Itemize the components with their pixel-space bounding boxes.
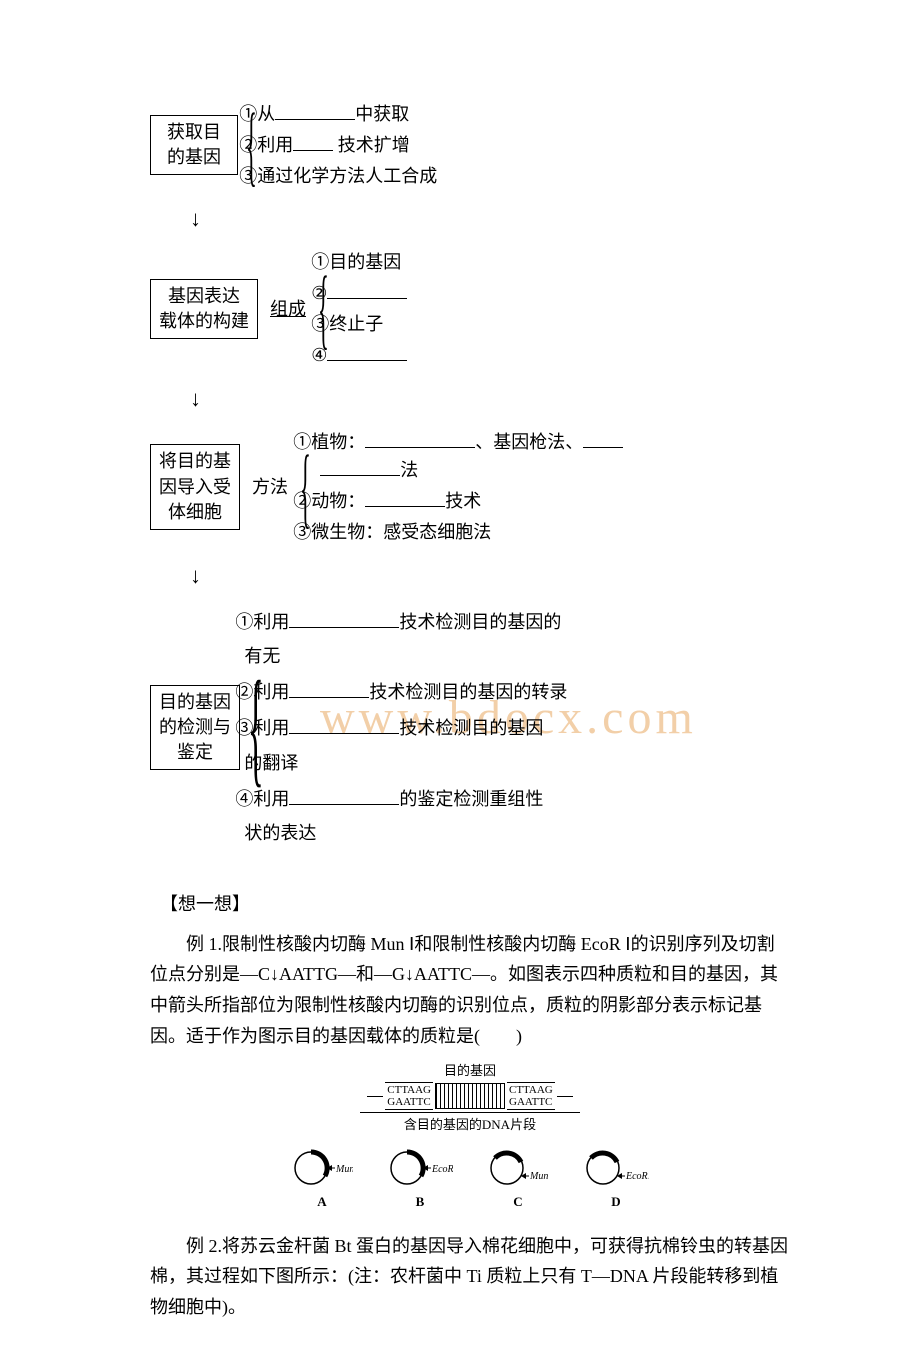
option-label: C [513,1192,522,1213]
option-label: A [317,1192,326,1213]
node-text: 获取目 [159,120,229,145]
plasmid-icon: EcoRⅠ [387,1148,453,1188]
node-text: 因导入受 [159,475,231,500]
fill-blank[interactable] [289,680,369,698]
item-1c: ③通过化学方法人工合成 [239,162,437,191]
svg-text:EcoRⅠ: EcoRⅠ [431,1164,453,1175]
flow-step-1: 获取目 的基因 { ①从中获取 ②利用 技术扩增 ③通过化学方法人工合成 [150,100,790,190]
brace-group-1: { ①从中获取 ②利用 技术扩增 ③通过化学方法人工合成 [246,100,437,190]
node-text: 的检测与 [159,715,231,740]
flow-step-2: 基因表达 载体的构建 组成 { ①目的基因 ② ③终止子 ④ [150,248,790,369]
node-construct-vector: 基因表达 载体的构建 [150,279,258,339]
item-4a: ①利用技术检测目的基因的 有无 [235,605,567,673]
example-2-text: 例 2.将苏云金杆菌 Bt 蛋白的基因导入棉花细胞中，可获得抗棉铃虫的转基因棉，… [150,1231,790,1323]
node-introduce-gene: 将目的基 因导入受 体细胞 [150,444,240,530]
flow-step-3: 将目的基 因导入受 体细胞 方法 { ①植物：、基因枪法、 法 ②动物：技术 ③… [150,428,790,547]
fill-blank[interactable] [320,458,400,476]
target-gene-block [435,1083,505,1109]
plasmid-c: MunⅠ C [487,1148,549,1213]
fill-blank[interactable] [583,430,623,448]
flowchart: 获取目 的基因 { ①从中获取 ②利用 技术扩增 ③通过化学方法人工合成 ↓ 基… [150,100,790,850]
item-4d: ④利用的鉴定检测重组性 状的表达 [235,782,567,850]
fill-blank[interactable] [289,787,399,805]
option-label: B [416,1192,425,1213]
brace-group-3: { ①植物：、基因枪法、 法 ②动物：技术 ③微生物：感受态细胞法 [300,428,623,547]
brace-icon: { [300,447,311,528]
svg-text:MunⅠ: MunⅠ [335,1164,353,1175]
item-4b: ②利用技术检测目的基因的转录 [235,675,567,709]
think-heading: 【想一想】 [160,890,790,919]
item-1a: ①从中获取 [239,100,437,129]
node-text: 的基因 [159,145,229,170]
plasmid-d: EcoRⅠ D [583,1148,649,1213]
brace-group-4: { ①利用技术检测目的基因的 有无 ②利用技术检测目的基因的转录 ③利用技术检测… [248,605,567,850]
arrow-down-icon: ↓ [190,370,790,428]
dna-fragment: CTTAAGGAATTC CTTAAGGAATTC [367,1082,572,1110]
connector-label: 组成 [266,295,310,324]
node-text: 基因表达 [159,284,249,309]
connector-label: 方法 [248,473,292,502]
brace-icon: { [318,268,329,349]
arrow-down-icon: ↓ [190,190,790,248]
item-3b: ②动物：技术 [293,487,623,516]
fragment-label: 含目的基因的DNA片段 [404,1115,536,1136]
item-3a: ①植物：、基因枪法、 法 [293,428,623,486]
arrow-down-icon: ↓ [190,547,790,605]
node-text: 鉴定 [159,740,231,765]
brace-icon: { [246,105,257,186]
item-4c: ③利用技术检测目的基因 的翻译 [235,711,567,779]
option-label: D [611,1192,620,1213]
plasmid-b: EcoRⅠ B [387,1148,453,1213]
node-acquire-gene: 获取目 的基因 [150,115,238,175]
item-1b: ②利用 技术扩增 [239,131,437,160]
svg-text:EcoRⅠ: EcoRⅠ [625,1171,649,1182]
node-detect-gene: 目的基因 的检测与 鉴定 [150,685,240,771]
divider [360,1112,580,1113]
brace-group-2: { ①目的基因 ② ③终止子 ④ [318,248,407,369]
plasmid-icon: MunⅠ [487,1148,549,1188]
node-text: 目的基因 [159,690,231,715]
fill-blank[interactable] [293,133,333,151]
fill-blank[interactable] [365,489,445,507]
svg-text:MunⅠ: MunⅠ [529,1171,549,1182]
fill-blank[interactable] [289,610,399,628]
fill-blank[interactable] [327,343,407,361]
plasmid-options: MunⅠ A EcoRⅠ B MunⅠ C [291,1148,649,1213]
item-3c: ③微生物：感受态细胞法 [293,518,623,547]
node-text: 体细胞 [159,500,231,525]
example-1-text: 例 1.限制性核酸内切酶 Mun Ⅰ和限制性核酸内切酶 EcoR Ⅰ的识别序列及… [150,929,790,1051]
fill-blank[interactable] [327,281,407,299]
seq-left: CTTAAGGAATTC [385,1082,433,1110]
plasmid-icon: MunⅠ [291,1148,353,1188]
plasmid-diagram: 目的基因 CTTAAGGAATTC CTTAAGGAATTC 含目的基因的DNA… [150,1061,790,1213]
brace-icon: { [248,669,264,786]
plasmid-icon: EcoRⅠ [583,1148,649,1188]
node-text: 将目的基 [159,449,231,474]
plasmid-a: MunⅠ A [291,1148,353,1213]
seq-right: CTTAAGGAATTC [507,1082,555,1110]
node-text: 载体的构建 [159,309,249,334]
fill-blank[interactable] [275,102,355,120]
fill-blank[interactable] [289,716,399,734]
fill-blank[interactable] [365,430,475,448]
gene-label: 目的基因 [444,1061,496,1082]
flow-step-4: 目的基因 的检测与 鉴定 { ①利用技术检测目的基因的 有无 ②利用技术检测目的… [150,605,790,850]
